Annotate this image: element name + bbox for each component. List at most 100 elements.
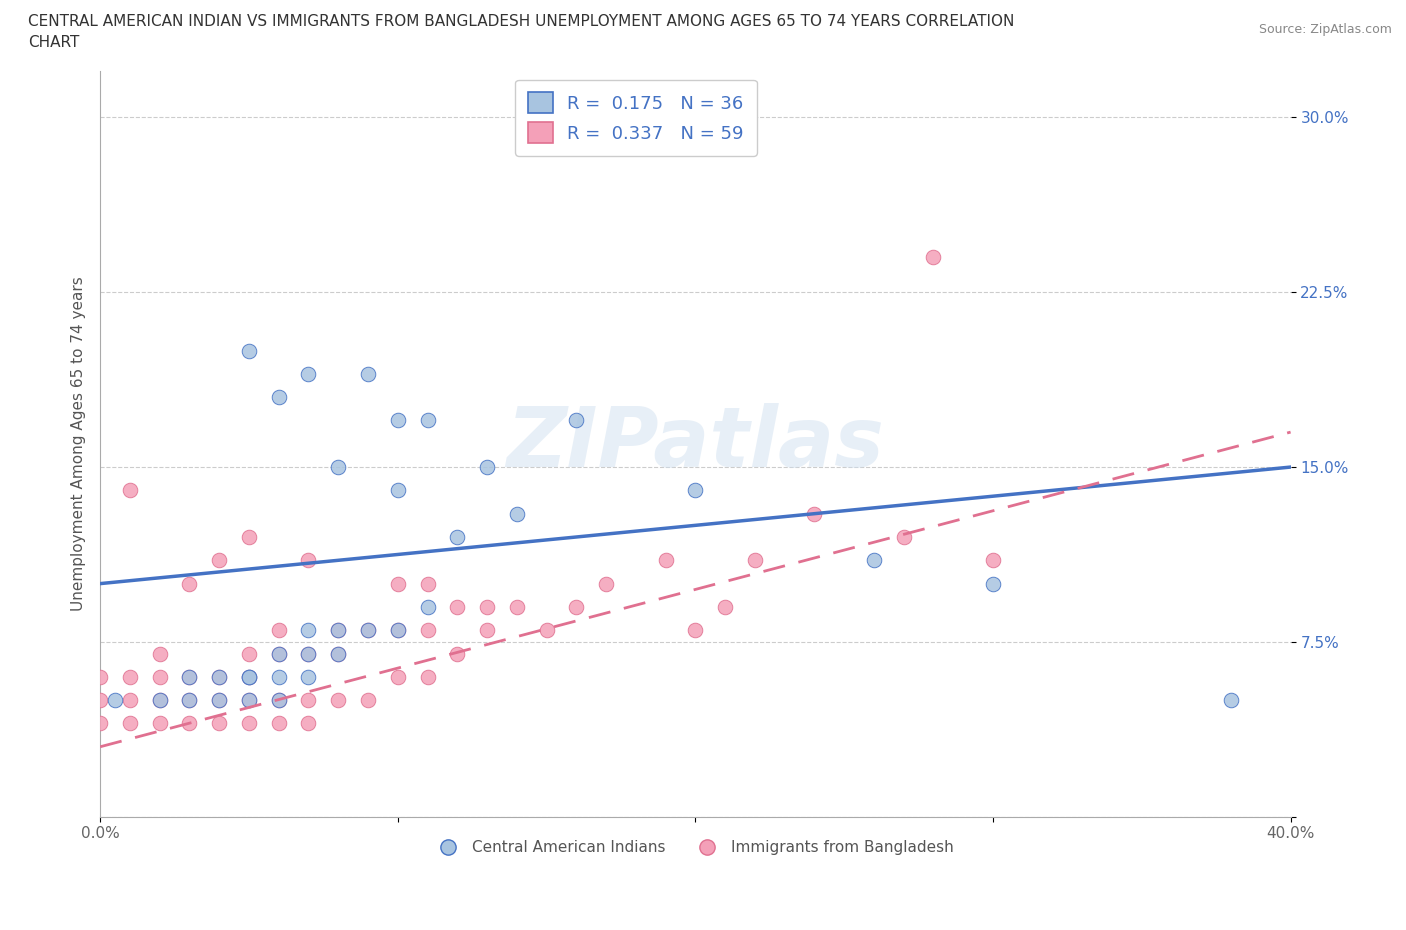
Point xyxy=(744,552,766,567)
Point xyxy=(89,716,111,731)
Point xyxy=(297,646,319,661)
Point xyxy=(803,506,825,521)
Point xyxy=(238,670,260,684)
Point xyxy=(179,670,201,684)
Point xyxy=(267,693,290,708)
Point xyxy=(179,693,201,708)
Point xyxy=(595,577,617,591)
Point xyxy=(238,693,260,708)
Point xyxy=(297,646,319,661)
Point xyxy=(714,600,737,615)
Point xyxy=(297,693,319,708)
Point xyxy=(267,646,290,661)
Point xyxy=(475,623,498,638)
Point xyxy=(149,693,172,708)
Point xyxy=(328,646,350,661)
Point xyxy=(893,529,915,544)
Point xyxy=(238,646,260,661)
Point xyxy=(387,413,409,428)
Point xyxy=(149,646,172,661)
Point xyxy=(238,529,260,544)
Point xyxy=(118,483,141,498)
Point xyxy=(179,693,201,708)
Point xyxy=(863,552,886,567)
Point xyxy=(536,623,558,638)
Point xyxy=(685,483,707,498)
Point xyxy=(179,577,201,591)
Point xyxy=(387,623,409,638)
Point xyxy=(104,693,127,708)
Point xyxy=(208,693,231,708)
Point xyxy=(387,623,409,638)
Point xyxy=(238,343,260,358)
Point xyxy=(208,670,231,684)
Point xyxy=(149,670,172,684)
Point xyxy=(118,670,141,684)
Point xyxy=(297,670,319,684)
Point xyxy=(685,623,707,638)
Point xyxy=(416,670,439,684)
Point xyxy=(267,670,290,684)
Text: CHART: CHART xyxy=(28,35,80,50)
Point xyxy=(89,693,111,708)
Point xyxy=(208,670,231,684)
Point xyxy=(506,600,529,615)
Point xyxy=(981,552,1004,567)
Point xyxy=(267,716,290,731)
Point xyxy=(922,250,945,265)
Y-axis label: Unemployment Among Ages 65 to 74 years: Unemployment Among Ages 65 to 74 years xyxy=(72,276,86,611)
Point xyxy=(267,390,290,405)
Point xyxy=(387,577,409,591)
Point xyxy=(446,600,468,615)
Point xyxy=(238,670,260,684)
Point xyxy=(149,693,172,708)
Text: Source: ZipAtlas.com: Source: ZipAtlas.com xyxy=(1258,23,1392,36)
Point xyxy=(297,552,319,567)
Point xyxy=(118,693,141,708)
Point xyxy=(179,670,201,684)
Point xyxy=(387,670,409,684)
Point xyxy=(565,413,588,428)
Point xyxy=(446,646,468,661)
Text: ZIPatlas: ZIPatlas xyxy=(506,404,884,485)
Point xyxy=(238,716,260,731)
Point xyxy=(357,693,380,708)
Point xyxy=(416,413,439,428)
Point xyxy=(267,623,290,638)
Point xyxy=(89,670,111,684)
Point xyxy=(357,623,380,638)
Point xyxy=(328,623,350,638)
Point xyxy=(118,716,141,731)
Point xyxy=(208,552,231,567)
Point xyxy=(328,646,350,661)
Point xyxy=(208,693,231,708)
Point xyxy=(357,623,380,638)
Point xyxy=(1220,693,1243,708)
Point xyxy=(328,693,350,708)
Point xyxy=(238,693,260,708)
Point xyxy=(238,670,260,684)
Point xyxy=(328,459,350,474)
Point xyxy=(328,623,350,638)
Point xyxy=(565,600,588,615)
Point xyxy=(506,506,529,521)
Point xyxy=(654,552,676,567)
Point xyxy=(475,600,498,615)
Point xyxy=(446,529,468,544)
Point xyxy=(297,623,319,638)
Point xyxy=(208,716,231,731)
Point xyxy=(149,716,172,731)
Point xyxy=(357,366,380,381)
Point xyxy=(297,366,319,381)
Point xyxy=(416,623,439,638)
Point xyxy=(387,483,409,498)
Point xyxy=(267,646,290,661)
Legend: Central American Indians, Immigrants from Bangladesh: Central American Indians, Immigrants fro… xyxy=(430,834,960,861)
Point xyxy=(267,693,290,708)
Point xyxy=(416,577,439,591)
Point xyxy=(416,600,439,615)
Text: CENTRAL AMERICAN INDIAN VS IMMIGRANTS FROM BANGLADESH UNEMPLOYMENT AMONG AGES 65: CENTRAL AMERICAN INDIAN VS IMMIGRANTS FR… xyxy=(28,14,1015,29)
Point xyxy=(981,577,1004,591)
Point xyxy=(179,716,201,731)
Point xyxy=(475,459,498,474)
